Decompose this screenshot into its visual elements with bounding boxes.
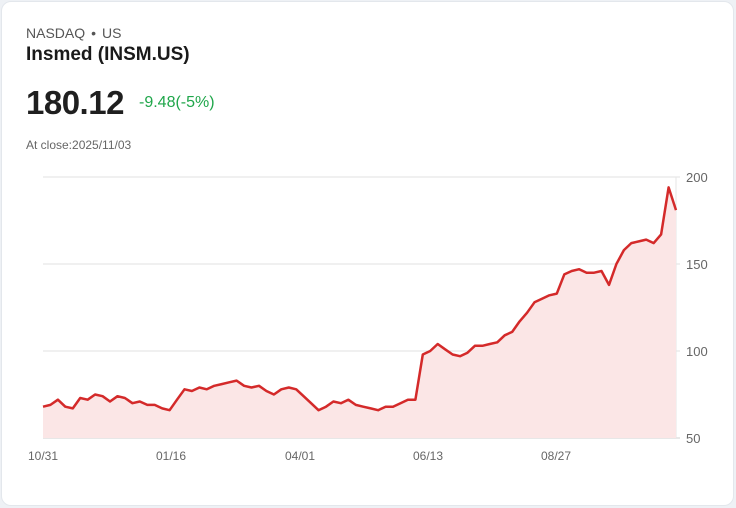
price-change: -9.48(-5%) xyxy=(139,94,215,111)
x-tick-label: 04/01 xyxy=(285,449,315,463)
y-tick-label: 50 xyxy=(686,431,700,446)
y-tick-label: 150 xyxy=(686,257,708,272)
y-tick-label: 200 xyxy=(686,170,708,185)
x-tick-label: 08/27 xyxy=(541,449,571,463)
x-axis-labels: 10/31 01/16 04/01 06/13 08/27 xyxy=(28,449,571,463)
exchange-label: NASDAQ • US xyxy=(26,25,121,41)
y-tick-label: 100 xyxy=(686,344,708,359)
x-tick-label: 10/31 xyxy=(28,449,58,463)
close-date: At close:2025/11/03 xyxy=(26,138,132,152)
region: US xyxy=(102,25,122,41)
x-tick-label: 01/16 xyxy=(156,449,186,463)
chart-line xyxy=(42,186,678,412)
exchange-name: NASDAQ xyxy=(26,25,86,41)
chart-area-fill xyxy=(43,187,676,438)
stock-title: Insmed (INSM.US) xyxy=(26,44,190,65)
stock-price: 180.12 xyxy=(26,84,124,121)
x-tick-label: 06/13 xyxy=(413,449,443,463)
y-axis-labels: 200 150 100 50 xyxy=(686,170,708,446)
separator: • xyxy=(91,25,97,41)
